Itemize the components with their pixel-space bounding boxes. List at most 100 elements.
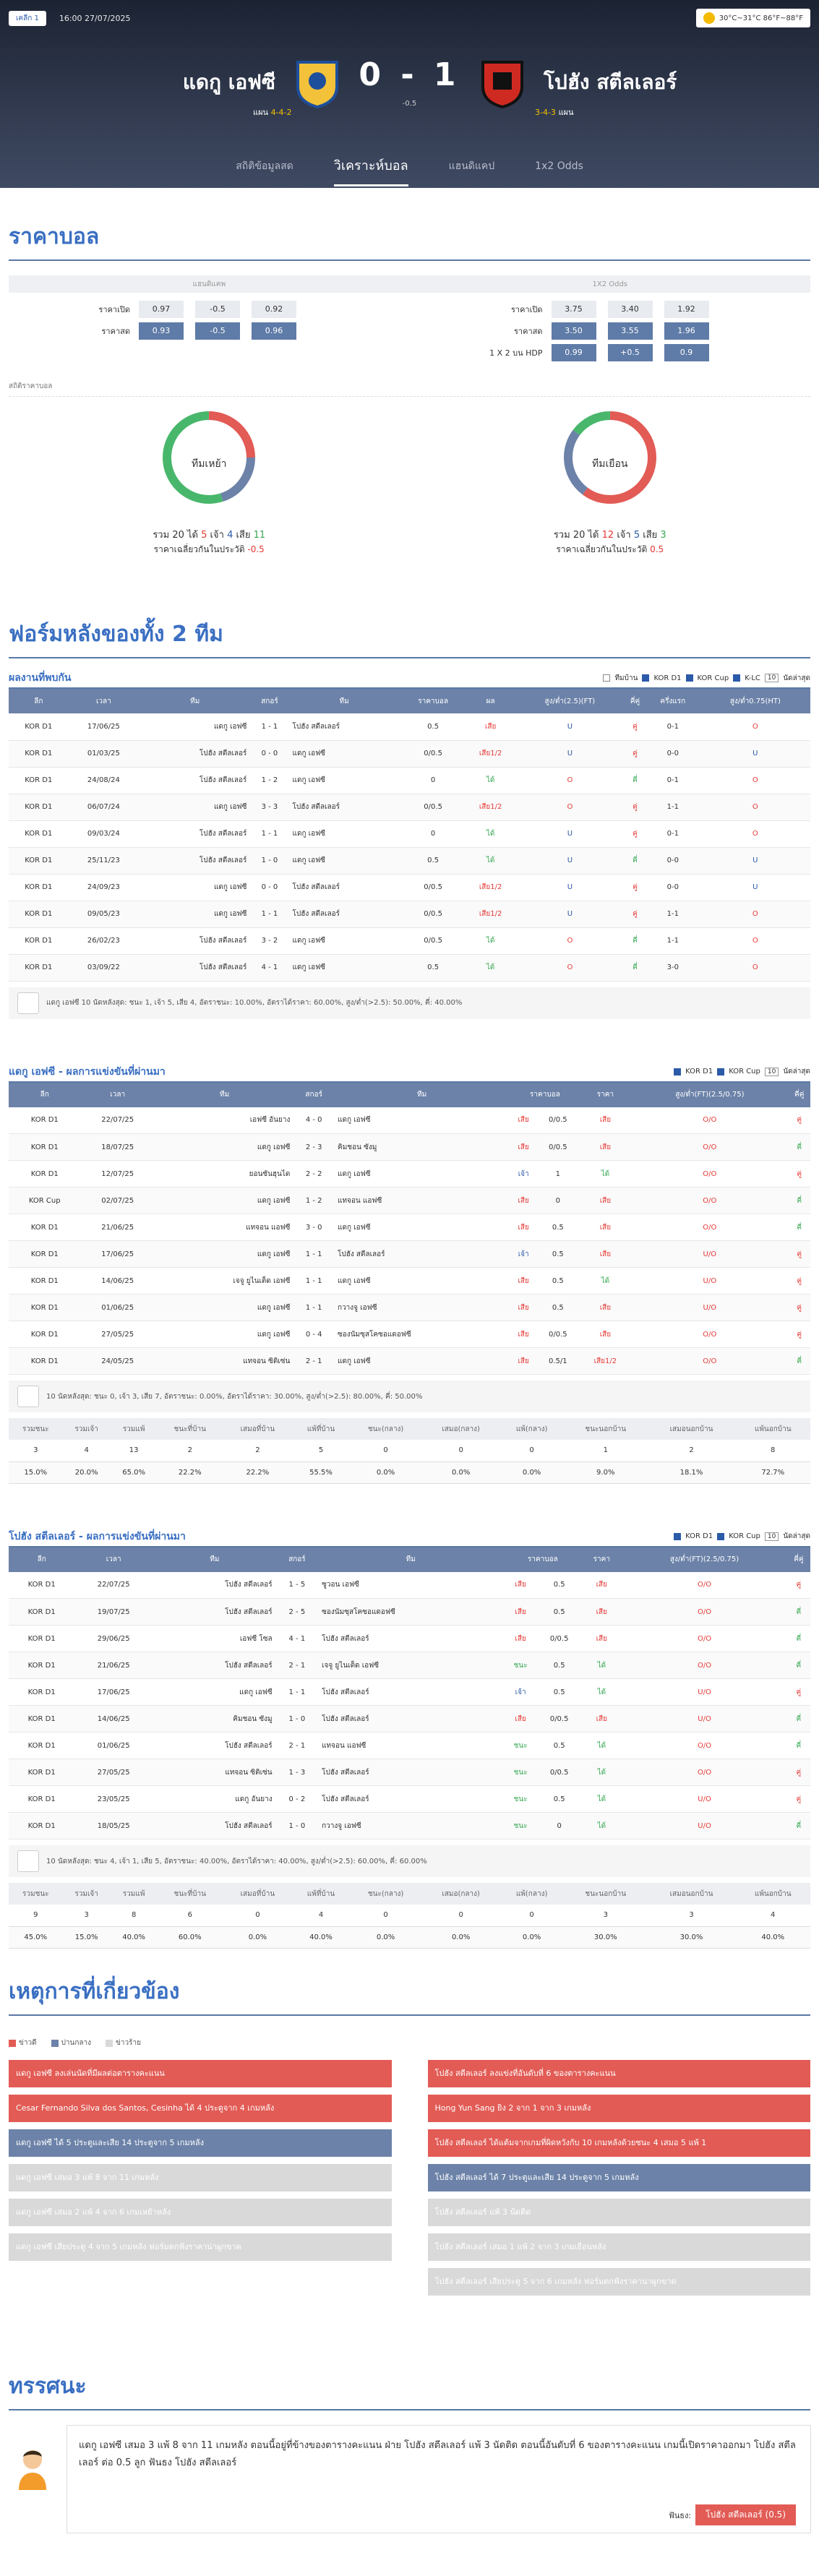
table-row[interactable]: KOR D1 01/06/25 แดกู เอฟซี 1 - 1 กวางจู เอฟซ… <box>9 1294 810 1321</box>
filter-home-checkbox[interactable] <box>603 674 611 682</box>
table-cell[interactable]: แดกู เอฟซี <box>154 1187 295 1214</box>
table-row[interactable]: KOR D1 21/06/25 แทจอน แอฟซี 3 - 0 แดกู เอฟซี… <box>9 1214 810 1241</box>
table-cell[interactable]: โปฮัง สตีลเลอร์ <box>139 927 252 955</box>
table-cell[interactable]: เอฟซี โซล <box>153 1625 277 1652</box>
table-cell[interactable]: ยอนซันฮุนได <box>154 1160 295 1188</box>
hdp-close-home[interactable]: 0.93 <box>139 322 184 340</box>
filter-kord1-checkbox[interactable] <box>674 1532 682 1540</box>
table-cell[interactable]: เจจู ยูไนเต็ด เอฟซี <box>154 1267 295 1295</box>
home-team-name[interactable]: แดกู เอฟซี <box>182 70 275 94</box>
count-select[interactable]: 10 <box>764 1532 779 1541</box>
tab-live-stats[interactable]: สถิติข้อมูลสด <box>236 160 293 172</box>
hdp-open-line[interactable]: -0.5 <box>195 301 240 318</box>
table-cell[interactable]: ซองนัมซุสโคซอแดอฟซี <box>333 1321 511 1348</box>
table-cell[interactable]: แดกู เอฟซี <box>333 1267 511 1295</box>
table-cell[interactable]: โปฮัง สตีลเลอร์ <box>139 847 252 875</box>
x12-close-away[interactable]: 1.96 <box>664 322 709 340</box>
table-cell[interactable]: โปฮัง สตีลเลอร์ <box>288 874 400 901</box>
table-cell[interactable]: โปฮัง สตีลเลอร์ <box>153 1652 277 1679</box>
table-cell[interactable]: แดกู เอฟซี <box>139 874 252 901</box>
table-cell[interactable]: โปฮัง สตีลเลอร์ <box>317 1785 505 1813</box>
filter-korcup-checkbox[interactable] <box>717 1532 725 1540</box>
table-row[interactable]: KOR D1 22/07/25 โปฮัง สตีลเลอร์ 1 - 5 ซูวอน … <box>9 1571 810 1599</box>
x12-open-draw[interactable]: 3.40 <box>607 301 653 318</box>
table-cell[interactable]: แดกู เอฟซี <box>288 820 400 848</box>
table-cell[interactable]: แดกู อันยาง <box>153 1785 277 1813</box>
table-cell[interactable]: แดกู เอฟซี <box>288 740 400 768</box>
table-cell[interactable]: แทจอน ซิติเซ่น <box>153 1759 277 1786</box>
table-cell[interactable]: ซูวอน เอฟซี <box>317 1571 505 1599</box>
table-row[interactable]: KOR D1 25/11/23 โปฮัง สตีลเลอร์ 1 - 0 แดกู เ… <box>9 847 810 875</box>
league-badge[interactable]: เคลีก 1 <box>9 10 46 26</box>
table-cell[interactable]: แดกู เอฟซี <box>333 1160 511 1188</box>
table-row[interactable]: KOR D1 09/03/24 โปฮัง สตีลเลอร์ 1 - 1 แดกู เ… <box>9 820 810 848</box>
table-cell[interactable]: แดกู เอฟซี <box>288 927 400 955</box>
x12-open-away[interactable]: 1.92 <box>664 301 709 318</box>
table-cell[interactable]: โปฮัง สตีลเลอร์ <box>153 1571 277 1599</box>
home-team-crest[interactable] <box>292 58 343 108</box>
hdp-open-away[interactable]: 0.92 <box>252 301 296 318</box>
hdp-open-home[interactable]: 0.97 <box>139 301 184 318</box>
table-cell[interactable]: แดกู เอฟซี <box>154 1240 295 1268</box>
table-cell[interactable]: กวางจู เอฟซี <box>333 1294 511 1321</box>
table-cell[interactable]: โปฮัง สตีลเลอร์ <box>288 713 400 741</box>
table-row[interactable]: KOR D1 17/06/25 แดกู เอฟซี 1 - 1 โปฮัง สตีลเ… <box>9 1678 810 1706</box>
table-row[interactable]: KOR D1 21/06/25 โปฮัง สตีลเลอร์ 2 - 1 เจจู ย… <box>9 1652 810 1679</box>
filter-kord1-checkbox[interactable] <box>674 1068 682 1076</box>
table-cell[interactable]: แดกู เอฟซี <box>153 1678 277 1706</box>
x12-hdp-line[interactable]: +0.5 <box>607 344 653 361</box>
table-cell[interactable]: เอฟซี อันยาง <box>154 1107 295 1134</box>
table-cell[interactable]: แดกู เอฟซี <box>139 794 252 821</box>
table-row[interactable]: KOR D1 22/07/25 เอฟซี อันยาง 4 - 0 แดกู เอฟซ… <box>9 1107 810 1134</box>
table-cell[interactable]: แดกู เอฟซี <box>288 954 400 982</box>
table-cell[interactable]: แดกู เอฟซี <box>139 901 252 928</box>
table-cell[interactable]: ซองนัมซุสโคซอแดอฟซี <box>317 1598 505 1626</box>
table-row[interactable]: KOR D1 17/06/25 แดกู เอฟซี 1 - 1 โปฮัง สตีลเ… <box>9 713 810 741</box>
away-team-name[interactable]: โปฮัง สตีลเลอร์ <box>544 70 677 94</box>
table-cell[interactable]: แทจอน แอฟซี <box>333 1187 511 1214</box>
table-cell[interactable]: โปฮัง สตีลเลอร์ <box>288 794 400 821</box>
table-row[interactable]: KOR D1 09/05/23 แดกู เอฟซี 1 - 1 โปฮัง สตีลเ… <box>9 901 810 928</box>
table-cell[interactable]: แดกู เอฟซี <box>333 1107 511 1134</box>
table-cell[interactable]: โปฮัง สตีลเลอร์ <box>333 1240 511 1268</box>
table-cell[interactable]: โปฮัง สตีลเลอร์ <box>288 901 400 928</box>
hdp-close-line[interactable]: -0.5 <box>195 322 240 340</box>
table-cell[interactable]: แทจอน แอฟซี <box>154 1214 295 1241</box>
table-cell[interactable]: โปฮัง สตีลเลอร์ <box>317 1759 505 1786</box>
table-row[interactable]: KOR D1 03/09/22 โปฮัง สตีลเลอร์ 4 - 1 แดกู เ… <box>9 954 810 982</box>
table-cell[interactable]: แทจอน แอฟซี <box>317 1732 505 1759</box>
table-cell[interactable]: โปฮัง สตีลเลอร์ <box>317 1678 505 1706</box>
table-row[interactable]: KOR D1 24/05/25 แทจอน ซิติเซ่น 2 - 1 แดกู เอ… <box>9 1347 810 1375</box>
tab-handicap[interactable]: แฮนดิแคป <box>448 160 495 172</box>
table-row[interactable]: KOR D1 12/07/25 ยอนซันฮุนได 2 - 2 แดกู เอฟซี… <box>9 1160 810 1188</box>
x12-close-home[interactable]: 3.50 <box>551 322 596 340</box>
table-cell[interactable]: โปฮัง สตีลเลอร์ <box>317 1705 505 1733</box>
count-select[interactable]: 10 <box>764 674 779 682</box>
table-cell[interactable]: แดกู เอฟซี <box>154 1321 295 1348</box>
table-cell[interactable]: โปฮัง สตีลเลอร์ <box>139 740 252 768</box>
x12-hdp-away[interactable]: 0.9 <box>664 344 709 361</box>
table-cell[interactable]: กวางจู เอฟซี <box>317 1812 505 1839</box>
filter-klc-checkbox[interactable] <box>733 674 741 682</box>
table-cell[interactable]: โปฮัง สตีลเลอร์ <box>139 820 252 848</box>
count-select[interactable]: 10 <box>764 1067 779 1076</box>
hdp-close-away[interactable]: 0.96 <box>252 322 296 340</box>
table-cell[interactable]: โปฮัง สตีลเลอร์ <box>153 1732 277 1759</box>
table-cell[interactable]: โปฮัง สตีลเลอร์ <box>153 1812 277 1839</box>
table-row[interactable]: KOR D1 23/05/25 แดกู อันยาง 0 - 2 โปฮัง สตีล… <box>9 1785 810 1813</box>
x12-close-draw[interactable]: 3.55 <box>607 322 653 340</box>
table-cell[interactable]: คิมชอน ซังมู <box>333 1133 511 1161</box>
filter-kord1-checkbox[interactable] <box>642 674 650 682</box>
table-row[interactable]: KOR D1 29/06/25 เอฟซี โซล 4 - 1 โปฮัง สตีลเล… <box>9 1625 810 1652</box>
tab-analysis[interactable]: วิเคราะห์บอล <box>333 146 408 186</box>
table-row[interactable]: KOR D1 17/06/25 แดกู เอฟซี 1 - 1 โปฮัง สตีลเ… <box>9 1240 810 1268</box>
table-cell[interactable]: โปฮัง สตีลเลอร์ <box>317 1625 505 1652</box>
table-row[interactable]: KOR D1 24/08/24 โปฮัง สตีลเลอร์ 1 - 2 แดกู เ… <box>9 767 810 794</box>
table-row[interactable]: KOR D1 14/06/25 คิมชอน ซังมู 1 - 0 โปฮัง สตี… <box>9 1705 810 1733</box>
table-row[interactable]: KOR D1 18/07/25 แดกู เอฟซี 2 - 3 คิมชอน ซังม… <box>9 1133 810 1161</box>
table-cell[interactable]: เจจู ยูไนเต็ด เอฟซี <box>317 1652 505 1679</box>
x12-hdp-home[interactable]: 0.99 <box>551 344 596 361</box>
away-team-crest[interactable] <box>477 58 528 108</box>
table-cell[interactable]: โปฮัง สตีลเลอร์ <box>139 767 252 794</box>
table-cell[interactable]: โปฮัง สตีลเลอร์ <box>153 1598 277 1626</box>
